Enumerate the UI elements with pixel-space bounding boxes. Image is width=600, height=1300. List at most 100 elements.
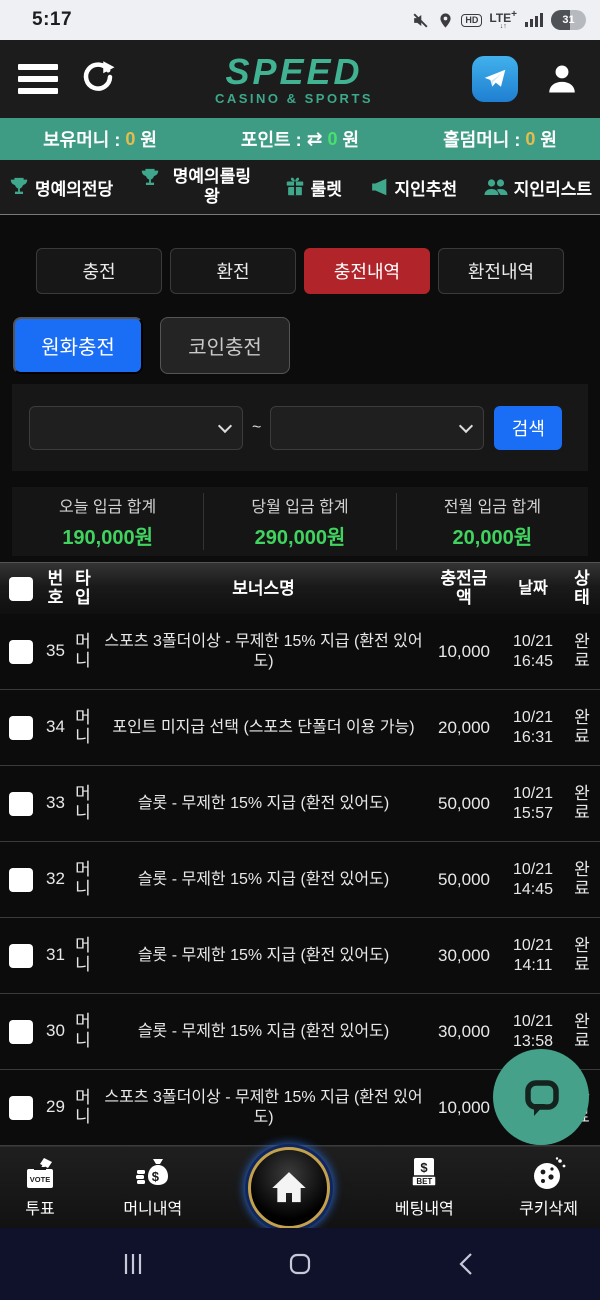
logo-subtitle: CASINO & SPORTS [214, 90, 374, 106]
location-icon [437, 11, 454, 30]
subtab-row: 원화충전 코인충전 [13, 317, 600, 374]
profile-button[interactable] [542, 61, 582, 97]
row-status: 완료 [574, 935, 590, 974]
date-range-separator: ~ [252, 418, 262, 436]
row-date: 10/21 16:45 [512, 632, 554, 670]
row-number: 32 [46, 869, 65, 889]
row-status: 완료 [574, 783, 590, 822]
chevron-down-icon [217, 418, 233, 433]
header-status: 상태 [574, 568, 590, 607]
nav-roulette[interactable]: 룰렛 [284, 175, 342, 200]
select-all-checkbox[interactable] [9, 576, 33, 601]
row-type: 머니 [75, 859, 91, 898]
home-button[interactable] [247, 1146, 330, 1229]
summary-this-month-value: 290,000원 [254, 527, 346, 549]
date-from-select[interactable] [29, 405, 243, 450]
header-amount: 충전금액 [440, 568, 488, 607]
row-amount: 10,000 [438, 1097, 490, 1117]
gift-icon [286, 177, 303, 196]
battery-percent: 31 [562, 14, 575, 26]
nav-delete-cookies[interactable]: 쿠키삭제 [519, 1156, 578, 1219]
row-amount: 50,000 [438, 793, 490, 813]
row-number: 35 [46, 641, 65, 661]
row-type: 머니 [75, 1087, 91, 1126]
table-row: 35 머니 스포츠 3폴더이상 - 무제한 15% 지급 (환전 있어도) 10… [0, 614, 600, 690]
row-amount: 10,000 [438, 641, 490, 661]
megaphone-icon [371, 178, 386, 196]
summary-today-value: 190,000원 [62, 527, 154, 549]
row-checkbox[interactable] [9, 639, 33, 664]
tab-withdraw-history[interactable]: 환전내역 [438, 248, 564, 294]
refresh-icon[interactable] [80, 59, 116, 100]
android-home-button[interactable] [287, 1251, 313, 1277]
telegram-button[interactable] [472, 56, 518, 102]
row-bonus-name: 슬롯 - 무제한 15% 지급 (환전 있어도) [137, 946, 390, 964]
tab-deposit[interactable]: 충전 [36, 248, 162, 294]
row-bonus-name: 스포츠 3폴더이상 - 무제한 15% 지급 (환전 있어도) [104, 632, 423, 670]
row-number: 30 [46, 1021, 65, 1041]
own-money-value: 0 [125, 128, 136, 149]
row-amount: 30,000 [438, 1021, 490, 1041]
nav-betting-history[interactable]: $ BET 베팅내역 [395, 1156, 454, 1219]
nav-referral[interactable]: 지인추천 [368, 175, 457, 200]
money-bag-icon: $ [134, 1156, 172, 1192]
back-button[interactable] [454, 1251, 480, 1277]
row-checkbox[interactable] [9, 943, 33, 968]
table-row: 34 머니 포인트 미지급 선택 (스포츠 단폴더 이용 가능) 20,000 … [0, 690, 600, 766]
table-row: 30 머니 슬롯 - 무제한 15% 지급 (환전 있어도) 30,000 10… [0, 994, 600, 1070]
holdem-money-value: 0 [525, 128, 536, 149]
row-checkbox[interactable] [9, 867, 33, 892]
nav-friend-list[interactable]: 지인리스트 [483, 175, 592, 200]
lte-icon: LTE+ ↓↑ [489, 9, 517, 31]
row-checkbox[interactable] [9, 715, 33, 740]
bottom-nav: VOTE 투표 $ 머니내역 $ BET 베팅내역 쿠키삭제 [0, 1146, 600, 1229]
recents-button[interactable] [120, 1251, 146, 1277]
nav-money-history[interactable]: $ 머니내역 [123, 1156, 182, 1219]
logo-title: SPEED [225, 50, 363, 92]
header-bonus: 보너스명 [232, 578, 295, 598]
row-status: 완료 [574, 707, 590, 746]
tab-row: 충전 환전 충전내역 환전내역 [0, 248, 600, 294]
quick-nav: 명예의전당 명예의롤링왕 룰렛 지인추천 지인리스트 [0, 160, 600, 215]
row-type: 머니 [75, 935, 91, 974]
app-logo[interactable]: SPEED CASINO & SPORTS [116, 50, 472, 106]
row-type: 머니 [75, 1011, 91, 1050]
menu-icon[interactable] [18, 64, 58, 94]
row-bonus-name: 스포츠 3폴더이상 - 무제한 15% 지급 (환전 있어도) [104, 1088, 423, 1126]
nav-hall-of-fame[interactable]: 명예의전당 [8, 175, 113, 200]
row-number: 34 [46, 717, 65, 737]
mute-icon [411, 11, 430, 30]
chat-button[interactable] [493, 1049, 589, 1145]
filter-panel: ~ 검색 [12, 384, 588, 471]
subtab-coin-deposit[interactable]: 코인충전 [160, 317, 290, 374]
row-type: 머니 [75, 783, 91, 822]
row-amount: 20,000 [438, 717, 490, 737]
subtab-krw-deposit[interactable]: 원화충전 [13, 317, 143, 374]
bet-receipt-icon: $ BET [409, 1156, 439, 1192]
row-date: 10/21 14:11 [512, 936, 554, 974]
row-date: 10/21 13:58 [512, 1012, 554, 1050]
holdem-money: 홀덤머니 : 0 원 [443, 128, 557, 151]
table-row: 31 머니 슬롯 - 무제한 15% 지급 (환전 있어도) 30,000 10… [0, 918, 600, 994]
row-bonus-name: 슬롯 - 무제한 15% 지급 (환전 있어도) [137, 870, 390, 888]
battery-icon: 31 [551, 10, 586, 30]
summary-this-month: 당월 입금 합계 290,000원 [203, 493, 395, 550]
tab-deposit-history[interactable]: 충전내역 [304, 248, 430, 294]
row-date: 10/21 14:45 [512, 860, 554, 898]
search-button[interactable]: 검색 [494, 405, 563, 450]
android-nav-bar [0, 1228, 600, 1300]
date-to-select[interactable] [270, 405, 485, 450]
nav-vote[interactable]: VOTE 투표 [22, 1156, 58, 1219]
swap-icon[interactable]: ⇄ [306, 128, 323, 150]
own-money: 보유머니 : 0 원 [43, 128, 157, 151]
row-checkbox[interactable] [9, 791, 33, 816]
tab-withdraw[interactable]: 환전 [170, 248, 296, 294]
header-date: 날짜 [518, 579, 548, 597]
header-no: 번호 [47, 568, 64, 607]
row-checkbox[interactable] [9, 1019, 33, 1044]
table-row: 32 머니 슬롯 - 무제한 15% 지급 (환전 있어도) 50,000 10… [0, 842, 600, 918]
row-checkbox[interactable] [9, 1095, 33, 1120]
nav-rolling-king[interactable]: 명예의롤링왕 [139, 167, 258, 206]
status-bar: 5:17 HD LTE+ ↓↑ 31 [0, 0, 600, 40]
row-number: 29 [46, 1097, 65, 1117]
